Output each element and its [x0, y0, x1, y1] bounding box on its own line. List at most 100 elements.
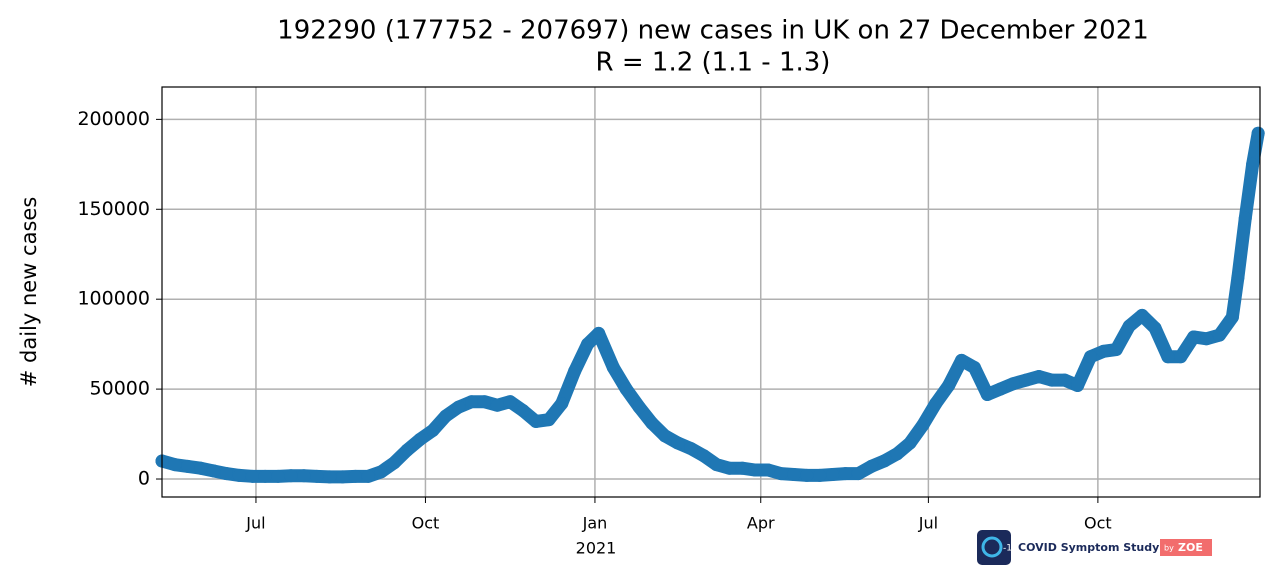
point — [748, 463, 762, 477]
point — [1161, 350, 1175, 364]
logo-tag — [1160, 539, 1212, 556]
point — [993, 382, 1007, 396]
point — [1045, 373, 1059, 387]
point — [168, 458, 182, 472]
point — [387, 456, 401, 470]
point — [774, 467, 788, 481]
point — [1019, 373, 1033, 387]
point — [761, 463, 775, 477]
point — [194, 461, 208, 475]
point — [838, 467, 852, 481]
point — [903, 436, 917, 450]
y-tick-label: 0 — [138, 468, 150, 490]
chart-subtitle: R = 1.2 (1.1 - 1.3) — [596, 48, 831, 78]
point — [400, 443, 414, 457]
point — [697, 449, 711, 463]
point — [632, 400, 646, 414]
point — [207, 464, 221, 478]
series-line — [155, 126, 1265, 484]
point — [1187, 330, 1201, 344]
point — [452, 400, 466, 414]
point — [542, 413, 556, 427]
point — [1251, 126, 1265, 140]
point — [1084, 350, 1098, 364]
plot-area: 0 50000 100000 150000 200000 Jul Oct Jan Apr Jul O… — [77, 87, 1265, 533]
logo-name: COVID Symptom Study — [1018, 541, 1159, 554]
point — [606, 361, 620, 375]
point — [555, 396, 569, 410]
point — [658, 429, 672, 443]
point — [310, 469, 324, 483]
y-tick-label: 100000 — [77, 288, 150, 310]
point — [284, 469, 298, 483]
point — [348, 469, 362, 483]
point — [1096, 344, 1110, 358]
point — [684, 441, 698, 455]
point — [813, 468, 827, 482]
point — [1225, 310, 1239, 324]
point — [1238, 211, 1252, 225]
point — [323, 470, 337, 484]
point — [1148, 321, 1162, 335]
point — [671, 436, 685, 450]
x-tick-label: Oct — [1084, 514, 1112, 533]
point — [826, 468, 840, 482]
point — [1174, 350, 1188, 364]
point — [426, 423, 440, 437]
point — [916, 418, 930, 432]
x-tick-label: Oct — [412, 514, 440, 533]
logo-by: by — [1164, 544, 1174, 553]
point — [645, 416, 659, 430]
point — [374, 465, 388, 479]
point — [1246, 157, 1260, 171]
point — [1231, 271, 1245, 285]
x-tick-label: Jul — [245, 514, 265, 533]
x-tick-label: Jul — [918, 514, 938, 533]
point — [232, 468, 246, 482]
point — [967, 361, 981, 375]
point — [258, 469, 272, 483]
point — [955, 353, 969, 367]
logo-ring — [981, 536, 1003, 558]
point — [1006, 377, 1020, 391]
point — [800, 468, 814, 482]
point — [1122, 319, 1136, 333]
y-tick-label: 50000 — [90, 378, 150, 400]
point — [181, 459, 195, 473]
point — [1109, 343, 1123, 357]
point — [787, 468, 801, 482]
point — [465, 395, 479, 409]
point — [890, 447, 904, 461]
point — [581, 337, 595, 351]
y-axis-label: # daily new cases — [17, 197, 41, 388]
point — [592, 326, 606, 340]
point — [361, 469, 375, 483]
point — [877, 454, 891, 468]
point — [1032, 370, 1046, 384]
point — [477, 395, 491, 409]
logo-badge: -19 — [1003, 544, 1018, 554]
point — [1135, 308, 1149, 322]
logo-icon — [977, 530, 1011, 565]
point — [219, 467, 233, 481]
y-tick-label: 150000 — [77, 198, 150, 220]
point — [735, 461, 749, 475]
x-tick-label: Apr — [747, 514, 775, 533]
point — [490, 398, 504, 412]
point — [942, 379, 956, 393]
logo-brand: ZOE — [1178, 541, 1203, 554]
year-label: 2021 — [576, 539, 617, 558]
point — [439, 409, 453, 423]
point — [710, 458, 724, 472]
point — [529, 414, 543, 428]
point — [864, 459, 878, 473]
point — [1071, 379, 1085, 393]
point — [1200, 332, 1214, 346]
point — [336, 470, 350, 484]
point — [1058, 373, 1072, 387]
chart-title: 192290 (177752 - 207697) new cases in UK… — [277, 16, 1149, 46]
point — [245, 469, 259, 483]
point — [722, 461, 736, 475]
point — [929, 396, 943, 410]
